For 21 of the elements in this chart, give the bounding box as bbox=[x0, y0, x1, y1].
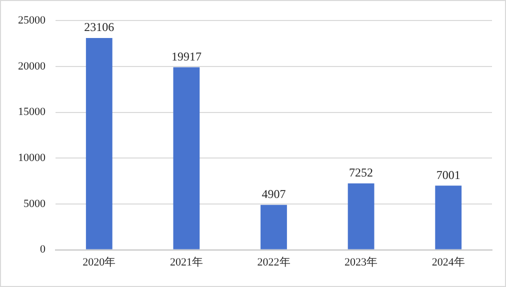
x-tick-label: 2021年 bbox=[170, 256, 203, 268]
x-tick-label: 2024年 bbox=[432, 256, 465, 268]
y-tick-label: 5000 bbox=[24, 198, 46, 210]
bar bbox=[86, 38, 112, 250]
bar bbox=[435, 186, 462, 250]
data-label: 7252 bbox=[349, 165, 374, 180]
bar bbox=[260, 204, 287, 250]
bar bbox=[173, 67, 200, 250]
x-tick-label: 2020年 bbox=[82, 256, 116, 268]
x-tick-label: 2022年 bbox=[257, 256, 290, 268]
y-tick-label: 20000 bbox=[18, 60, 46, 72]
y-tick-label: 25000 bbox=[18, 14, 46, 26]
y-tick-label: 0 bbox=[40, 244, 46, 256]
bar bbox=[348, 183, 374, 250]
data-label: 4907 bbox=[262, 186, 286, 201]
data-label: 7001 bbox=[436, 168, 460, 182]
data-label: 19917 bbox=[171, 49, 202, 64]
y-tick-label: 10000 bbox=[18, 152, 46, 164]
data-label: 23106 bbox=[84, 20, 114, 34]
y-tick-label: 15000 bbox=[18, 106, 46, 118]
x-tick-label: 2023年 bbox=[344, 256, 378, 268]
